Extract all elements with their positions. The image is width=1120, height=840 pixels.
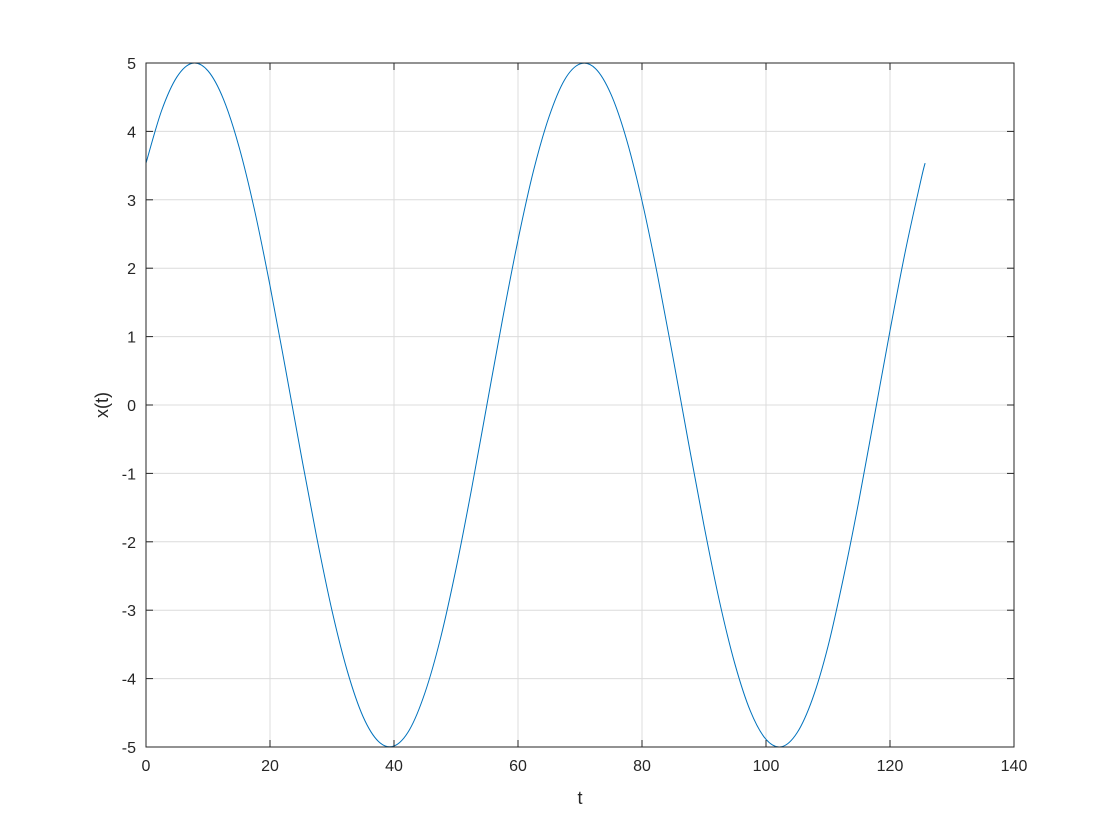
x-tick-label: 120 [877,758,904,775]
x-tick-label: 0 [142,758,151,775]
y-tick-label: 3 [127,193,136,210]
y-tick-label: -1 [122,466,136,483]
x-tick-label: 60 [509,758,527,775]
x-tick-label: 80 [633,758,651,775]
grid [145,62,1015,748]
x-axis-label: t [577,788,582,808]
y-tick-label: 5 [127,56,136,73]
y-tick-label: -4 [122,672,136,689]
y-tick-label: -2 [122,535,136,552]
x-tick-label: 140 [1001,758,1028,775]
y-tick-label: -3 [122,603,136,620]
y-tick-label: 4 [127,124,136,141]
series-line [145,62,926,748]
x-tick-label: 20 [261,758,279,775]
y-tick-label: 0 [127,398,136,415]
y-tick-label: -5 [122,740,136,757]
y-axis-label: x(t) [92,392,112,418]
x-tick-label: 100 [753,758,780,775]
y-tick-label: 2 [127,261,136,278]
y-tick-label: 1 [127,330,136,347]
x-tick-label: 40 [385,758,403,775]
ticks: 0 20 40 60 80 100 120 140 -5 -4 -3 -2 -1 0 1 2 3 4 5 [122,56,1028,775]
